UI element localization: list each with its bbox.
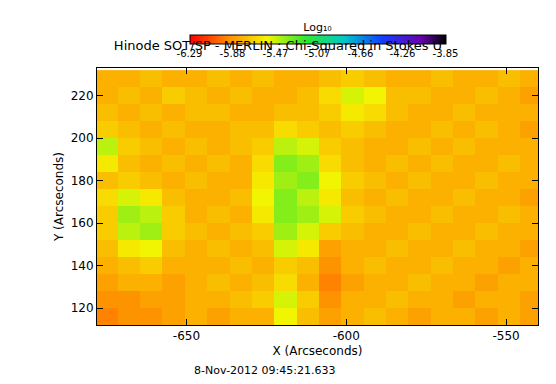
- svg-text:8-Nov-2012 09:45:21.633: 8-Nov-2012 09:45:21.633: [194, 364, 336, 377]
- svg-text:200: 200: [71, 131, 94, 145]
- svg-text:180: 180: [71, 174, 94, 188]
- svg-text:Y (Arcseconds): Y (Arcseconds): [52, 152, 66, 242]
- svg-text:X (Arcseconds): X (Arcseconds): [273, 344, 363, 358]
- svg-text:-5.47: -5.47: [263, 48, 289, 59]
- svg-text:-550: -550: [492, 329, 519, 343]
- svg-text:160: 160: [71, 216, 94, 230]
- svg-text:-4.26: -4.26: [390, 48, 416, 59]
- svg-text:-3.85: -3.85: [433, 48, 459, 59]
- svg-text:-650: -650: [173, 329, 200, 343]
- svg-text:-4.66: -4.66: [348, 48, 374, 59]
- svg-text:-600: -600: [333, 329, 360, 343]
- svg-text:-6.29: -6.29: [177, 48, 203, 59]
- svg-text:120: 120: [71, 301, 94, 315]
- svg-text:Log₁₀: Log₁₀: [303, 21, 332, 34]
- svg-text:-5.07: -5.07: [305, 48, 331, 59]
- svg-text:-5.88: -5.88: [220, 48, 246, 59]
- svg-text:Hinode SOT/SP - MERLIN : Chi-S: Hinode SOT/SP - MERLIN : Chi-Squared in …: [114, 38, 442, 53]
- svg-text:220: 220: [71, 89, 94, 103]
- svg-text:140: 140: [71, 259, 94, 273]
